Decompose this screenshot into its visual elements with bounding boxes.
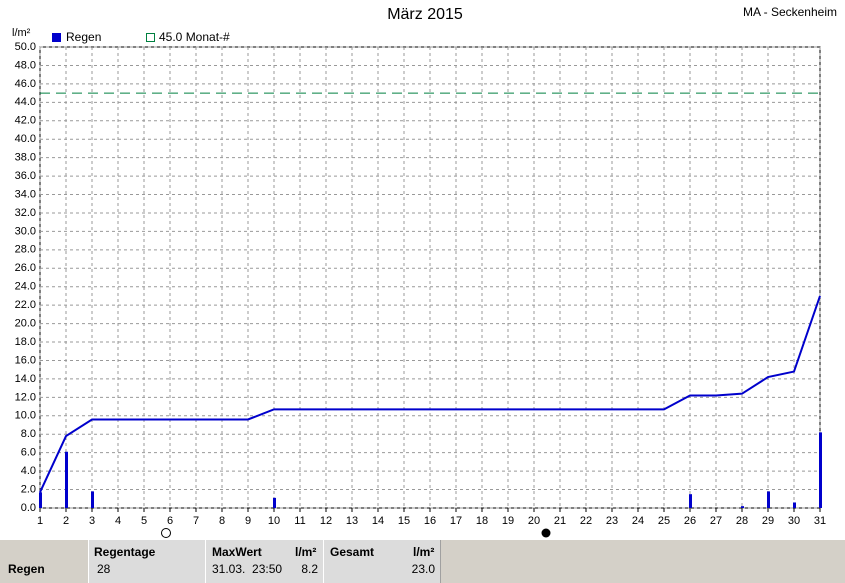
y-tick-label: 42.0 [15,115,36,127]
x-tick-label: 14 [372,515,384,527]
y-tick-label: 50.0 [15,41,36,53]
cell: 31.03. 23:50 [212,562,283,576]
y-tick-label: 44.0 [15,96,36,108]
y-tick-label: 36.0 [15,170,36,182]
y-tick-label: 4.0 [21,465,36,477]
x-tick-label: 7 [193,515,199,527]
x-tick-label: 4 [115,515,121,527]
x-tick-label: 5 [141,515,147,527]
x-tick-label: 28 [736,515,748,527]
x-tick-label: 29 [762,515,774,527]
y-tick-label: 20.0 [15,318,36,330]
cell: 23.0 [411,562,435,576]
x-tick-label: 25 [658,515,670,527]
moon-icon [161,528,171,538]
bar [793,502,796,508]
x-tick-label: 17 [450,515,462,527]
header: Gesamt [330,545,375,559]
x-tick-label: 26 [684,515,696,527]
chart: März 2015 MA - Seckenheim l/m² Regen 45.… [12,5,837,538]
legend-swatch [52,33,61,42]
moon-icon [541,528,551,538]
bar [91,491,94,508]
station: MA - Seckenheim [743,5,837,19]
x-tick-label: 24 [632,515,644,527]
x-tick-label: 16 [424,515,436,527]
header: l/m² [413,545,435,559]
bar [39,492,42,508]
bar [65,451,68,508]
x-tick-label: 11 [294,515,305,527]
y-tick-label: 2.0 [21,483,36,495]
y-tick-label: 34.0 [15,188,36,200]
cell: 8.2 [301,562,318,576]
y-tick-label: 8.0 [21,428,36,440]
legend-label: 45.0 Monat-# [159,30,230,44]
y-tick-label: 38.0 [15,152,36,164]
header: l/m² [295,545,317,559]
cumulative-line [39,295,821,493]
panel [205,540,324,583]
y-tick-label: 22.0 [15,299,36,311]
y-tick-label: 0.0 [21,502,36,514]
x-tick-label: 30 [788,515,800,527]
x-tick-label: 20 [528,515,540,527]
header: MaxWert [212,545,262,559]
panel [323,540,441,583]
x-tick-label: 9 [245,515,251,527]
bar [273,497,276,508]
header: Regentage [94,545,156,559]
y-tick-label: 30.0 [15,225,36,237]
row-label: Regen [8,562,45,576]
chart-title: März 2015 [387,6,463,23]
cell: 28 [97,562,111,576]
bar [819,432,822,508]
y-tick-label: 32.0 [15,207,36,219]
bar [689,494,692,508]
x-tick-label: 12 [320,515,332,527]
y-tick-label: 6.0 [21,447,36,459]
y-axis-label: l/m² [12,27,31,39]
y-tick-label: 26.0 [15,262,36,274]
y-tick-label: 40.0 [15,133,36,145]
y-tick-label: 46.0 [15,78,36,90]
x-tick-label: 13 [346,515,358,527]
summary-table: Regentage MaxWert l/m² Gesamt l/m² Regen… [0,540,845,583]
x-tick-label: 15 [398,515,410,527]
legend-label: Regen [66,30,101,44]
y-tick-label: 18.0 [15,336,36,348]
x-tick-label: 23 [606,515,618,527]
x-tick-label: 3 [89,515,95,527]
bar [767,491,770,508]
y-tick-label: 14.0 [15,373,36,385]
y-tick-label: 16.0 [15,354,36,366]
y-tick-label: 28.0 [15,244,36,256]
legend-swatch [146,33,155,42]
y-tick-label: 24.0 [15,281,36,293]
y-tick-label: 10.0 [15,410,36,422]
x-tick-label: 2 [63,515,69,527]
x-tick-label: 19 [502,515,514,527]
x-tick-label: 10 [268,515,280,527]
y-tick-label: 12.0 [15,391,36,403]
x-tick-label: 6 [167,515,173,527]
y-tick-label: 48.0 [15,59,36,71]
x-tick-label: 31 [814,515,826,527]
panel [88,540,206,583]
x-tick-label: 8 [219,515,225,527]
x-tick-label: 1 [37,515,43,527]
x-tick-label: 22 [580,515,592,527]
bar [741,506,744,508]
x-tick-label: 18 [476,515,488,527]
x-tick-label: 21 [554,515,566,527]
x-tick-label: 27 [710,515,722,527]
